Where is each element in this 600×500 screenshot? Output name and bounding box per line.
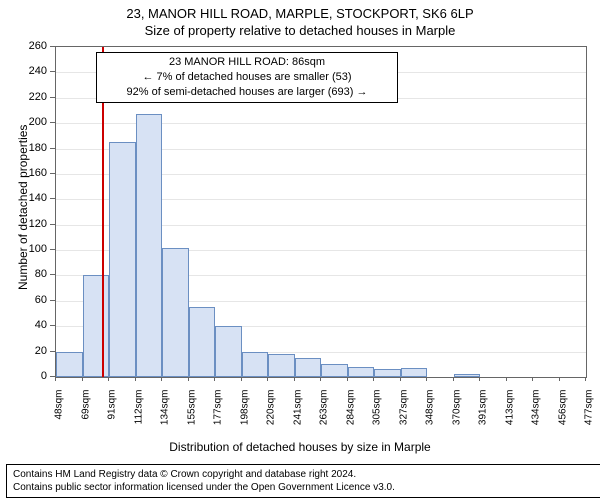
annotation-line-3: 92% of semi-detached houses are larger (…: [103, 85, 391, 100]
y-tick-label: 160: [0, 167, 47, 179]
x-tick-label: 112sqm: [133, 390, 144, 425]
x-tick-label: 327sqm: [398, 390, 409, 426]
histogram-bar: [454, 374, 481, 377]
x-tick-label: 456sqm: [557, 390, 568, 426]
x-tick-label: 413sqm: [504, 390, 515, 426]
x-tick-label: 91sqm: [107, 390, 118, 420]
x-tick-label: 370sqm: [451, 390, 462, 426]
chart-title: 23, MANOR HILL ROAD, MARPLE, STOCKPORT, …: [0, 0, 600, 21]
y-tick-label: 200: [0, 116, 47, 128]
y-tick-label: 180: [0, 142, 47, 154]
y-tick-label: 100: [0, 243, 47, 255]
x-tick-label: 477sqm: [584, 390, 595, 426]
x-tick-label: 305sqm: [372, 390, 383, 426]
x-tick-label: 177sqm: [213, 390, 224, 426]
x-tick-label: 134sqm: [160, 390, 171, 426]
histogram-bar: [109, 142, 136, 377]
y-tick-label: 140: [0, 192, 47, 204]
x-tick-label: 284sqm: [345, 390, 356, 426]
y-tick-label: 40: [0, 319, 47, 331]
histogram-bar: [268, 354, 295, 377]
x-tick-label: 391sqm: [478, 390, 489, 426]
annotation-box: 23 MANOR HILL ROAD: 86sqm ← 7% of detach…: [96, 52, 398, 103]
histogram-bar: [295, 358, 322, 377]
x-axis-label: Distribution of detached houses by size …: [0, 440, 600, 454]
histogram-bar: [136, 114, 163, 377]
histogram-bar: [215, 326, 242, 377]
y-tick-label: 0: [0, 370, 47, 382]
footer-attribution: Contains HM Land Registry data © Crown c…: [6, 464, 600, 498]
x-tick-label: 69sqm: [80, 390, 91, 420]
x-tick-label: 220sqm: [266, 390, 277, 426]
x-tick-label: 48sqm: [54, 390, 65, 420]
histogram-bar: [348, 367, 375, 377]
x-tick-label: 155sqm: [186, 390, 197, 426]
histogram-bar: [242, 352, 269, 377]
x-tick-label: 198sqm: [239, 390, 250, 426]
y-tick-label: 260: [0, 40, 47, 52]
annotation-line-2: ← 7% of detached houses are smaller (53): [103, 70, 391, 85]
y-tick-label: 20: [0, 345, 47, 357]
histogram-bar: [374, 369, 401, 377]
histogram-bar: [162, 248, 189, 377]
y-tick-label: 220: [0, 91, 47, 103]
x-tick-label: 348sqm: [425, 390, 436, 426]
footer-line-1: Contains HM Land Registry data © Crown c…: [13, 468, 595, 481]
histogram-bar: [56, 352, 83, 377]
histogram-bar: [401, 368, 428, 377]
x-tick-label: 241sqm: [292, 390, 303, 426]
histogram-bar: [189, 307, 216, 377]
histogram-bar: [321, 364, 348, 377]
y-tick-label: 120: [0, 218, 47, 230]
footer-line-2: Contains public sector information licen…: [13, 481, 595, 494]
x-tick-label: 434sqm: [531, 390, 542, 426]
annotation-line-1: 23 MANOR HILL ROAD: 86sqm: [103, 55, 391, 70]
y-tick-label: 240: [0, 65, 47, 77]
y-tick-label: 80: [0, 268, 47, 280]
x-tick-label: 263sqm: [319, 390, 330, 426]
y-tick-label: 60: [0, 294, 47, 306]
histogram-bar: [83, 275, 110, 377]
chart-subtitle: Size of property relative to detached ho…: [0, 21, 600, 42]
